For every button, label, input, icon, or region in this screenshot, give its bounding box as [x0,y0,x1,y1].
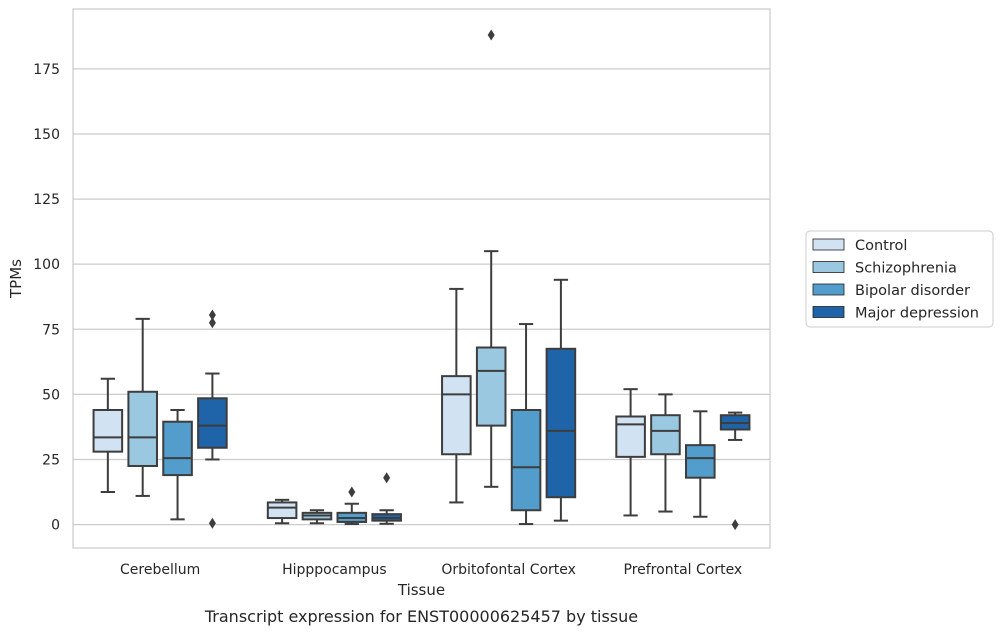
box-0-2 [441,287,472,504]
x-tick-label: Cerebellum [120,562,200,578]
box-1-3 [650,393,681,513]
box-iqr [92,408,124,453]
box-iqr [475,346,507,427]
x-tick-label: Prefrontal Cortex [624,562,743,578]
y-axis-title: TPMs [7,259,25,299]
y-tick-label: 50 [42,387,60,403]
box-2-0 [162,408,193,521]
x-axis-title: Tissue [397,581,445,599]
box-2-3 [685,410,716,518]
outlier-point [487,29,495,41]
box-iqr [615,415,646,458]
box-3-2 [545,278,577,522]
legend-label: Major depression [855,306,979,322]
y-tick-label: 0 [51,518,60,534]
chart-caption: Transcript expression for ENST0000062545… [204,607,638,626]
box-1-2 [475,29,507,488]
box-1-0 [127,317,158,497]
box-1-1 [301,509,333,525]
y-tick-label: 75 [42,322,60,338]
legend-label: Schizophrenia [855,261,957,277]
box-iqr [650,414,681,456]
y-tick-label: 100 [33,257,60,273]
box-iqr [441,375,472,456]
outlier-point [731,519,739,531]
outlier-point [383,472,391,484]
legend-swatch [812,261,845,273]
y-tick-label: 125 [33,192,60,208]
legend: Control Schizophrenia Bipolar disorder Majo… [805,230,994,328]
y-tick-label: 25 [42,452,60,468]
box-0-0 [92,377,124,494]
box-2-1 [336,486,368,526]
box-iqr [545,347,577,499]
outlier-point [208,517,216,529]
box-3-1 [371,472,402,525]
box-iqr [685,444,716,479]
x-tick-label: Hipppocampus [282,562,387,578]
box-3-3 [719,411,751,531]
box-0-1 [266,498,298,525]
legend-swatch [812,306,845,318]
boxes [92,29,751,531]
outlier-point [208,317,216,329]
legend-label: Bipolar disorder [855,283,970,299]
x-tick-labels: Cerebellum Hipppocampus Orbitofontal Corte… [120,562,742,578]
box-iqr [510,408,542,512]
x-tick-label: Orbitofontal Cortex [441,562,576,578]
y-tick-label: 150 [33,127,60,143]
legend-label: Control [855,238,907,254]
box-2-2 [510,323,542,526]
plot-frame [72,8,771,549]
box-iqr [266,501,298,520]
box-iqr [127,390,158,467]
box-0-3 [615,388,646,517]
outlier-point [348,486,356,498]
legend-frame [805,230,994,328]
box-iqr [197,397,228,449]
box-iqr [162,420,193,477]
y-tick-label: 175 [33,62,60,78]
legend-swatch [812,238,845,251]
outlier-point [208,309,216,321]
legend-swatch [812,283,845,296]
box-3-0 [197,309,228,529]
y-tick-labels: 0 25 50 75 100 125 150 175 [33,62,60,534]
